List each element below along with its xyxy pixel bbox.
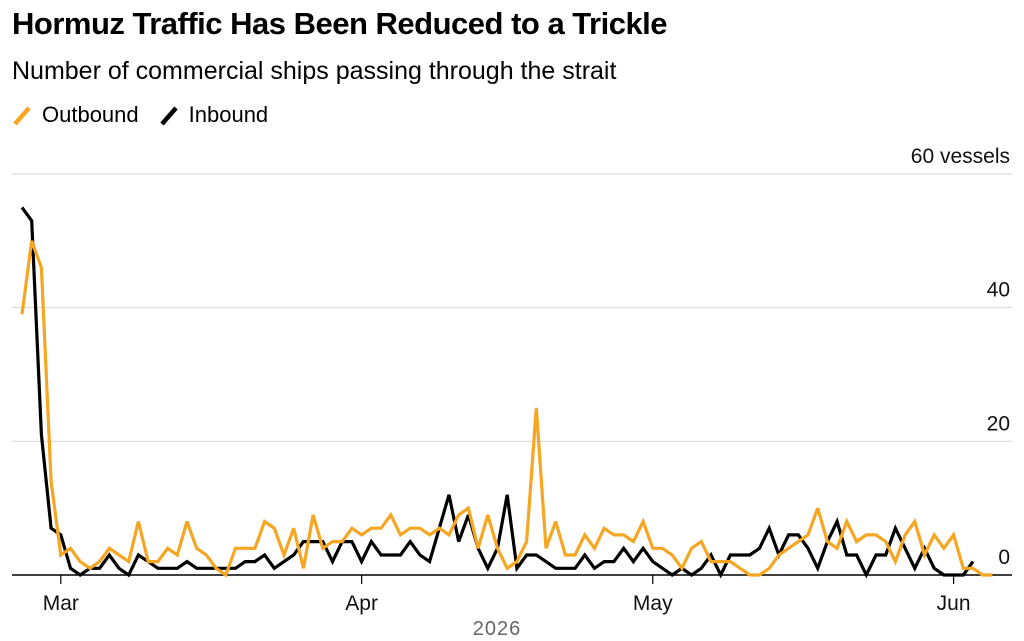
chart-title: Hormuz Traffic Has Been Reduced to a Tri… bbox=[12, 6, 668, 41]
y-tick-label: 0 bbox=[998, 546, 1010, 569]
y-tick-label: 20 bbox=[987, 412, 1010, 435]
series-line-inbound bbox=[20, 206, 975, 579]
legend: Outbound Inbound bbox=[12, 101, 288, 129]
legend-swatch-outbound bbox=[13, 106, 31, 126]
legend-item-outbound: Outbound bbox=[12, 102, 139, 128]
axis-ticks bbox=[12, 574, 1012, 584]
y-tick-label: 40 bbox=[987, 279, 1010, 302]
x-tick-label: Jun bbox=[937, 592, 971, 615]
legend-label-outbound: Outbound bbox=[42, 102, 139, 127]
series-line-outbound bbox=[20, 240, 993, 578]
legend-swatch-inbound bbox=[159, 106, 178, 126]
x-tick-label: May bbox=[633, 592, 673, 615]
legend-item-inbound: Inbound bbox=[159, 102, 269, 128]
gridlines bbox=[12, 173, 1012, 442]
axis-labels: 0 20 40 60 vessels Mar Apr May Jun 2026 bbox=[43, 145, 1010, 640]
legend-label-inbound: Inbound bbox=[188, 102, 269, 127]
y-tick-label: 60 vessels bbox=[911, 145, 1010, 168]
chart-subtitle: Number of commercial ships passing throu… bbox=[12, 57, 617, 85]
x-tick-label: Mar bbox=[43, 592, 79, 615]
x-tick-label: Apr bbox=[345, 592, 378, 615]
x-year-label: 2026 bbox=[473, 618, 522, 640]
series-lines bbox=[20, 206, 993, 579]
